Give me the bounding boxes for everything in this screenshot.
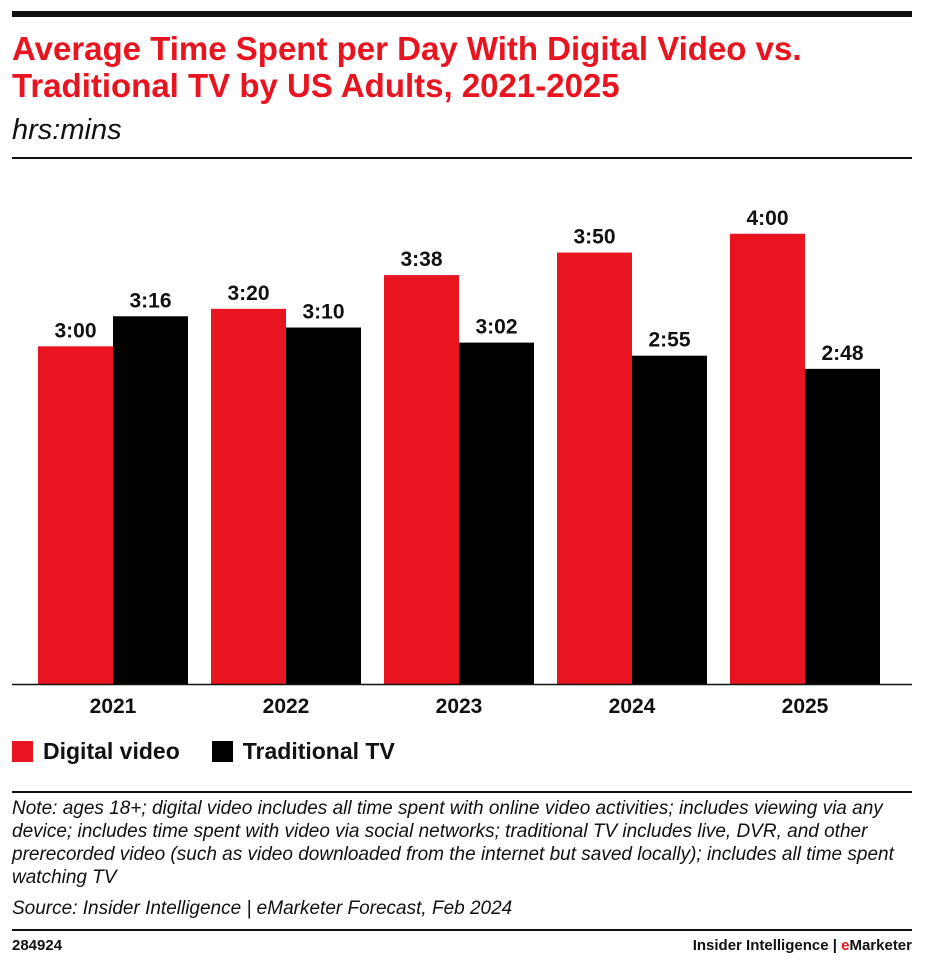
legend-item-digital-video: Digital video	[12, 738, 180, 765]
legend-item-traditional-tv: Traditional TV	[211, 738, 395, 765]
title-divider	[12, 157, 912, 159]
top-rule	[12, 11, 912, 17]
chart-note: Note: ages 18+; digital video includes a…	[12, 798, 894, 888]
legend: Digital video Traditional TV	[12, 738, 427, 765]
x-tick-label: 2022	[263, 695, 310, 718]
note-divider	[12, 791, 912, 793]
brand-prefix: Insider Intelligence |	[692, 937, 842, 954]
bar-digital-video-2024	[557, 252, 632, 685]
x-tick-label: 2025	[782, 695, 829, 718]
bar-digital-video-2021	[38, 346, 113, 684]
bar-digital-video-2025	[730, 233, 805, 684]
chart-subtitle: hrs:mins	[12, 114, 122, 146]
x-tick-label: 2024	[609, 695, 656, 718]
data-label: 3:16	[129, 289, 171, 312]
bar-digital-video-2023	[384, 275, 459, 684]
data-label: 2:55	[648, 329, 690, 352]
data-label: 4:00	[746, 207, 788, 230]
footer-divider	[12, 929, 912, 931]
data-label: 3:02	[475, 316, 517, 339]
data-label: 3:20	[227, 282, 269, 305]
chart-id: 284924	[12, 937, 63, 954]
chart-source: Source: Insider Intelligence | eMarketer…	[12, 898, 513, 919]
bar-traditional-tv-2021	[113, 316, 188, 684]
legend-swatch	[211, 741, 233, 762]
brand-e: e	[841, 937, 850, 954]
brand-logo: Insider Intelligence | eMarketer	[693, 937, 912, 954]
brand-rest: Marketer	[849, 937, 912, 954]
bar-traditional-tv-2025	[805, 368, 880, 684]
legend-swatch	[12, 741, 33, 762]
bar-traditional-tv-2023	[459, 342, 534, 684]
data-label: 3:10	[302, 301, 344, 324]
data-label: 3:00	[54, 319, 96, 342]
legend-label: Traditional TV	[242, 738, 395, 764]
data-label: 2:48	[821, 342, 863, 365]
bar-chart: 3:00 3:16 2021 3:20 3:10 2022 3:38 3:02 2023 3:50…	[12, 207, 912, 718]
bar-traditional-tv-2024	[632, 355, 707, 684]
data-label: 3:38	[400, 248, 442, 271]
chart-title: Average Time Spent per Day With Digital …	[12, 30, 802, 104]
x-tick-label: 2023	[436, 695, 483, 718]
bar-digital-video-2022	[211, 308, 286, 684]
data-label: 3:50	[573, 226, 615, 249]
x-tick-label: 2021	[90, 695, 137, 718]
legend-label: Digital video	[43, 738, 180, 764]
bar-traditional-tv-2022	[286, 327, 361, 684]
